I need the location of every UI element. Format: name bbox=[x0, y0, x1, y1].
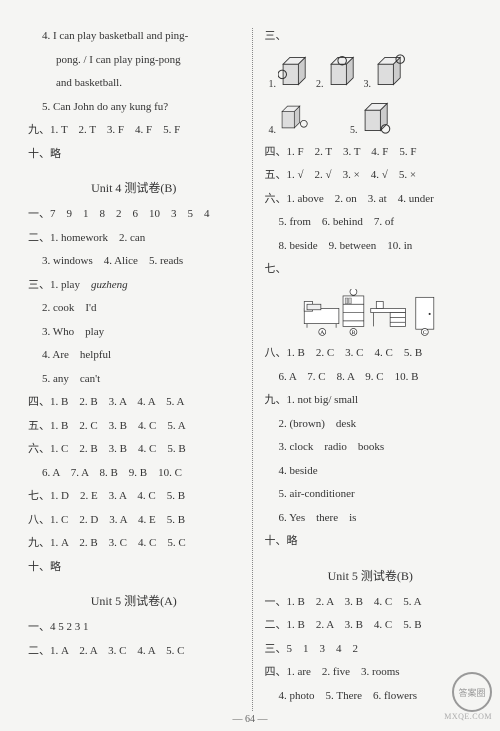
text-line: 五、1. B 2. C 3. B 4. C 5. A bbox=[28, 418, 240, 435]
text-line: 8. beside 9. between 10. in bbox=[265, 238, 477, 255]
text-line: 3. Who play bbox=[28, 324, 240, 341]
text-line: pong. / I can play ping-pong bbox=[28, 52, 240, 69]
text-line: 九、1. not big/ small bbox=[265, 392, 477, 409]
text-line: 八、1. C 2. D 3. A 4. E 5. B bbox=[28, 512, 240, 529]
text-line: 5. from 6. behind 7. of bbox=[265, 214, 477, 231]
text-line: 七、 bbox=[265, 261, 477, 278]
text-line: 二、1. homework 2. can bbox=[28, 230, 240, 247]
text-line: 5. any can't bbox=[28, 371, 240, 388]
text-line: 二、1. B 2. A 3. B 4. C 5. B bbox=[265, 617, 477, 634]
cube-number: 3. bbox=[364, 79, 372, 90]
section-title: Unit 5 测试卷(B) bbox=[265, 567, 477, 584]
bedroom-illustration: A B C bbox=[265, 289, 477, 338]
svg-text:C: C bbox=[422, 330, 426, 336]
text-line: 6. A 7. A 8. B 9. B 10. C bbox=[28, 465, 240, 482]
text-line: 3. clock radio books bbox=[265, 439, 477, 456]
text-line: 五、1. √ 2. √ 3. × 4. √ 5. × bbox=[265, 167, 477, 184]
right-column: 三、 1. 2. bbox=[255, 28, 477, 711]
svg-text:B: B bbox=[351, 330, 355, 336]
text-line: 4. beside bbox=[265, 463, 477, 480]
cube-number: 1. bbox=[269, 79, 277, 90]
cube-icon bbox=[326, 52, 360, 90]
text-line: and basketball. bbox=[28, 75, 240, 92]
text-line: 十、略 bbox=[28, 146, 240, 163]
text-line: 一、1. B 2. A 3. B 4. C 5. A bbox=[265, 594, 477, 611]
text-line: 六、1. above 2. on 3. at 4. under bbox=[265, 191, 477, 208]
cube-icon bbox=[373, 52, 407, 90]
section-title: Unit 4 测试卷(B) bbox=[28, 179, 240, 196]
text-line: 4. I can play basketball and ping- bbox=[28, 28, 240, 45]
text-line: 5. air-conditioner bbox=[265, 486, 477, 503]
page-number: — 64 — bbox=[0, 714, 500, 725]
text-line: 一、4 5 2 3 1 bbox=[28, 619, 240, 636]
text-line: 三、 bbox=[265, 28, 477, 45]
text-line: 三、5 1 3 4 2 bbox=[265, 641, 477, 658]
column-divider bbox=[252, 28, 253, 711]
watermark-url: MXQE.COM bbox=[444, 712, 492, 721]
watermark-badge: 答案圈 bbox=[452, 672, 492, 712]
text-line: 一、7 9 1 8 2 6 10 3 5 4 bbox=[28, 206, 240, 223]
cubes-row: 4. 5. bbox=[265, 98, 477, 136]
text-line: 九、1. T 2. T 3. F 4. F 5. F bbox=[28, 122, 240, 139]
text-line: 八、1. B 2. C 3. C 4. C 5. B bbox=[265, 345, 477, 362]
text-line: 九、1. A 2. B 3. C 4. C 5. C bbox=[28, 535, 240, 552]
text-line: 七、1. D 2. E 3. A 4. C 5. B bbox=[28, 488, 240, 505]
svg-text:A: A bbox=[320, 330, 324, 336]
left-column: 4. I can play basketball and ping- pong.… bbox=[28, 28, 250, 711]
text-line: 2. (brown) desk bbox=[265, 416, 477, 433]
text-line: 2. cook I'd bbox=[28, 300, 240, 317]
cube-number: 2. bbox=[316, 79, 324, 90]
text-line: 三、1. play guzheng bbox=[28, 277, 240, 294]
cube-number: 4. bbox=[269, 125, 277, 136]
text-line: 十、略 bbox=[28, 559, 240, 576]
text-line: 十、略 bbox=[265, 533, 477, 550]
text-line: 6. A 7. C 8. A 9. C 10. B bbox=[265, 369, 477, 386]
text-line: 四、1. B 2. B 3. A 4. A 5. A bbox=[28, 394, 240, 411]
cube-icon bbox=[278, 98, 312, 136]
cube-icon bbox=[278, 52, 312, 90]
text-line: 四、1. F 2. T 3. T 4. F 5. F bbox=[265, 144, 477, 161]
cube-icon bbox=[360, 98, 394, 136]
text-line: 3. windows 4. Alice 5. reads bbox=[28, 253, 240, 270]
section-title: Unit 5 测试卷(A) bbox=[28, 592, 240, 609]
cube-number: 5. bbox=[350, 125, 358, 136]
text-line: 六、1. C 2. B 3. B 4. C 5. B bbox=[28, 441, 240, 458]
watermark: 答案圈 MXQE.COM bbox=[444, 672, 492, 721]
text-line: 6. Yes there is bbox=[265, 510, 477, 527]
text-line: 4. Are helpful bbox=[28, 347, 240, 364]
text-line: 5. Can John do any kung fu? bbox=[28, 99, 240, 116]
text-line: 二、1. A 2. A 3. C 4. A 5. C bbox=[28, 643, 240, 660]
cubes-row: 1. 2. 3. bbox=[265, 52, 477, 90]
